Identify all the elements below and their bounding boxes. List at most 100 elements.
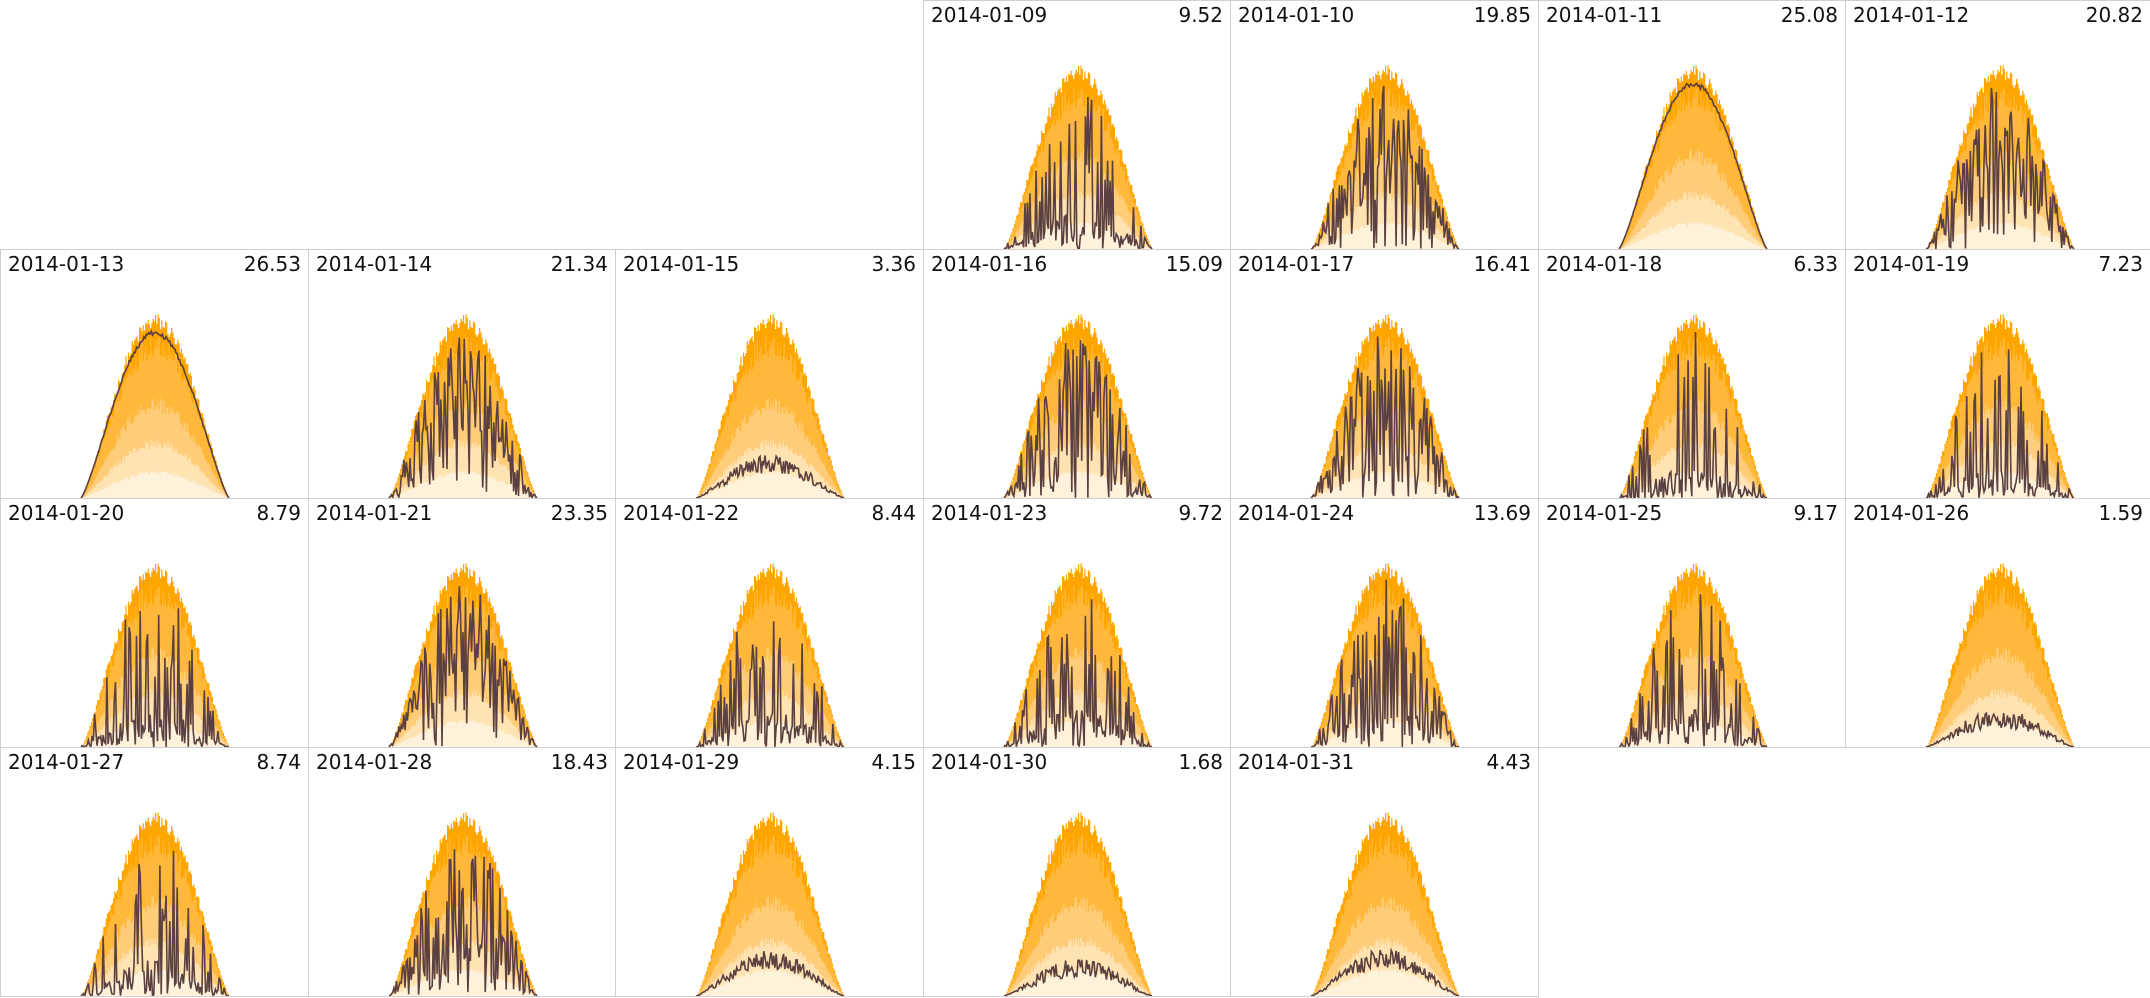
day-panel: 2014-01-14 21.34 [308, 249, 616, 499]
day-plot [388, 314, 538, 498]
day-total-label: 1.68 [1178, 750, 1223, 774]
clear-sky-band-5 [1311, 720, 1459, 747]
day-total-label: 19.85 [1473, 3, 1531, 27]
day-total-label: 1.59 [2098, 501, 2143, 525]
actual-production-line [695, 454, 845, 498]
clear-sky-band-5 [389, 471, 537, 498]
day-total-label: 20.82 [2085, 3, 2143, 27]
day-plot [695, 563, 845, 747]
actual-production-line [1310, 85, 1460, 249]
day-date-label: 2014-01-11 [1546, 3, 1663, 27]
day-total-label: 9.52 [1178, 3, 1223, 27]
day-plot [1925, 563, 2075, 747]
day-date-label: 2014-01-15 [623, 252, 740, 276]
day-date-label: 2014-01-18 [1546, 252, 1663, 276]
actual-production-line [1310, 947, 1460, 996]
day-total-label: 8.74 [256, 750, 301, 774]
day-date-label: 2014-01-23 [931, 501, 1048, 525]
actual-production-line [1618, 82, 1768, 249]
day-date-label: 2014-01-21 [316, 501, 433, 525]
day-total-label: 8.44 [871, 501, 916, 525]
day-date-label: 2014-01-24 [1238, 501, 1355, 525]
clear-sky-band-5 [1926, 720, 2074, 747]
day-total-label: 3.36 [871, 252, 916, 276]
actual-production-line [1618, 594, 1768, 747]
day-panel: 2014-01-15 3.36 [615, 249, 924, 499]
day-panel: 2014-01-19 7.23 [1845, 249, 2150, 499]
day-total-label: 26.53 [243, 252, 301, 276]
actual-production-line [1925, 711, 2075, 747]
day-date-label: 2014-01-22 [623, 501, 740, 525]
day-plot [1925, 65, 2075, 249]
day-plot [1003, 812, 1153, 996]
day-plot [1003, 314, 1153, 498]
day-date-label: 2014-01-27 [8, 750, 125, 774]
day-panel: 2014-01-17 16.41 [1230, 249, 1539, 499]
clear-sky-band-5 [1926, 222, 2074, 249]
day-plot [1310, 812, 1460, 996]
clear-sky-band-5 [1619, 222, 1767, 249]
actual-production-line [1003, 959, 1153, 996]
day-panel: 2014-01-24 13.69 [1230, 498, 1539, 748]
day-panel: 2014-01-27 8.74 [0, 747, 309, 997]
day-plot [1619, 314, 1768, 498]
day-panel: 2014-01-12 20.82 [1845, 0, 2150, 250]
actual-production-line [695, 621, 845, 747]
day-total-label: 16.41 [1473, 252, 1531, 276]
day-date-label: 2014-01-30 [931, 750, 1048, 774]
day-plot [695, 812, 845, 996]
day-total-label: 4.43 [1486, 750, 1531, 774]
day-total-label: 8.79 [256, 501, 301, 525]
day-date-label: 2014-01-14 [316, 252, 433, 276]
day-plot [1310, 65, 1460, 249]
actual-production-line [1003, 96, 1153, 249]
day-plot [80, 812, 230, 996]
actual-production-line [695, 951, 845, 996]
day-panel: 2014-01-11 25.08 [1538, 0, 1846, 250]
day-plot [1003, 563, 1153, 747]
day-date-label: 2014-01-19 [1853, 252, 1970, 276]
actual-production-line [388, 849, 538, 996]
day-date-label: 2014-01-26 [1853, 501, 1970, 525]
day-panel: 2014-01-10 19.85 [1230, 0, 1539, 250]
clear-sky-band-5 [1004, 969, 1152, 996]
actual-production-line [80, 329, 230, 498]
clear-sky-band-5 [696, 969, 844, 996]
day-panel: 2014-01-18 6.33 [1538, 249, 1846, 499]
actual-production-line [1310, 336, 1460, 498]
day-total-label: 23.35 [550, 501, 608, 525]
day-date-label: 2014-01-28 [316, 750, 433, 774]
day-date-label: 2014-01-29 [623, 750, 740, 774]
day-panel: 2014-01-09 9.52 [923, 0, 1231, 250]
day-plot [1310, 314, 1460, 498]
actual-production-line [80, 608, 230, 747]
actual-production-line [1925, 349, 2075, 498]
day-date-label: 2014-01-31 [1238, 750, 1355, 774]
day-total-label: 6.33 [1793, 252, 1838, 276]
day-date-label: 2014-01-20 [8, 501, 125, 525]
day-panel: 2014-01-30 1.68 [923, 747, 1231, 997]
day-panel: 2014-01-31 4.43 [1230, 747, 1539, 997]
day-panel: 2014-01-29 4.15 [615, 747, 924, 997]
day-total-label: 4.15 [871, 750, 916, 774]
clear-sky-band-5 [389, 720, 537, 747]
day-date-label: 2014-01-17 [1238, 252, 1355, 276]
actual-production-line [1925, 87, 2075, 249]
day-panel: 2014-01-20 8.79 [0, 498, 309, 748]
day-panel: 2014-01-21 23.35 [308, 498, 616, 748]
actual-production-line [388, 337, 538, 498]
actual-production-line [1619, 331, 1768, 498]
day-plot [388, 812, 538, 996]
day-panel: 2014-01-13 26.53 [0, 249, 309, 499]
day-total-label: 9.72 [1178, 501, 1223, 525]
day-panel: 2014-01-23 9.72 [923, 498, 1231, 748]
day-plot [1618, 65, 1768, 249]
day-panel: 2014-01-28 18.43 [308, 747, 616, 997]
clear-sky-band-5 [1311, 969, 1459, 996]
day-total-label: 25.08 [1780, 3, 1838, 27]
actual-production-line [1003, 340, 1153, 498]
day-plot [1925, 314, 2075, 498]
day-date-label: 2014-01-13 [8, 252, 125, 276]
clear-sky-band-5 [81, 471, 229, 498]
